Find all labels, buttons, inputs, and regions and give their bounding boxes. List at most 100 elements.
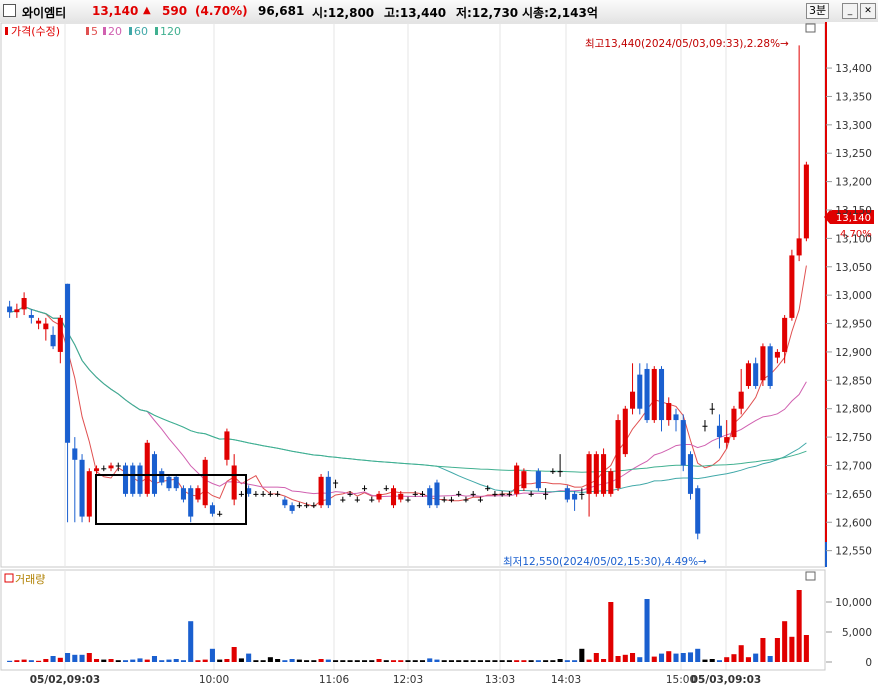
candle-body bbox=[622, 408, 628, 455]
candle-body bbox=[637, 374, 643, 409]
volume-bar bbox=[514, 660, 520, 662]
volume-value: 96,681 bbox=[258, 4, 305, 18]
close-icon[interactable]: ✕ bbox=[860, 3, 876, 19]
volume-bar bbox=[434, 659, 440, 662]
link-checkbox[interactable] bbox=[3, 4, 16, 17]
volume-panel-toggle-icon[interactable] bbox=[805, 571, 816, 581]
candle-body bbox=[477, 499, 483, 501]
price-panel-toggle-icon[interactable] bbox=[805, 23, 816, 33]
volume-bar bbox=[188, 621, 194, 662]
volume-bar bbox=[231, 647, 237, 662]
volume-bar bbox=[521, 660, 527, 662]
candle-body bbox=[296, 505, 302, 507]
volume-bar bbox=[137, 658, 143, 662]
volume-bar bbox=[550, 660, 556, 662]
volume-bar bbox=[796, 590, 802, 662]
candle-body bbox=[774, 351, 780, 358]
candle-body bbox=[137, 465, 143, 494]
candle-body bbox=[28, 315, 34, 318]
x-tick-label: 05/02,09:03 bbox=[30, 674, 100, 686]
volume-bar bbox=[644, 599, 650, 662]
candle-body bbox=[340, 499, 346, 501]
candle-body bbox=[666, 403, 672, 421]
volume-bar bbox=[130, 659, 136, 662]
volume-bar bbox=[43, 659, 49, 662]
volume-bar bbox=[318, 659, 324, 662]
y-tick-label: 13,150 bbox=[835, 205, 872, 217]
candle-body bbox=[434, 482, 440, 506]
volume-bar bbox=[224, 659, 230, 662]
volume-bar bbox=[738, 645, 744, 662]
candle-body bbox=[108, 465, 114, 469]
candle-body bbox=[289, 505, 295, 511]
candle-body bbox=[383, 488, 389, 490]
volume-bar bbox=[122, 660, 129, 662]
price-change-pct: (4.70%) bbox=[195, 4, 248, 18]
high-annotation: 최고13,440(2024/05/03,09:33),2.28%→ bbox=[585, 38, 789, 50]
candle-body bbox=[180, 488, 186, 500]
ma-20-label: 20 bbox=[108, 25, 122, 38]
candle-body bbox=[506, 493, 512, 495]
candle-body bbox=[253, 493, 259, 495]
volume-bar bbox=[238, 658, 244, 662]
selection-box[interactable] bbox=[95, 474, 247, 525]
volume-bar bbox=[666, 651, 672, 662]
candle-body bbox=[173, 476, 179, 489]
volume-bar bbox=[535, 660, 541, 662]
candle-body bbox=[21, 298, 27, 310]
volume-bar bbox=[680, 653, 686, 662]
minimize-icon[interactable]: _ bbox=[842, 3, 858, 19]
volume-bar bbox=[50, 656, 56, 662]
volume-bar bbox=[72, 654, 78, 662]
volume-bar bbox=[21, 659, 27, 662]
volume-bar bbox=[7, 660, 13, 662]
volume-bar bbox=[586, 659, 592, 662]
y-tick-label: 12,550 bbox=[835, 546, 872, 558]
candle-body bbox=[267, 493, 273, 495]
y-tick-label: 13,100 bbox=[835, 233, 872, 245]
volume-bar bbox=[731, 654, 737, 662]
candle-body bbox=[709, 408, 715, 410]
candle-body bbox=[79, 459, 85, 517]
current-price-tag-text: 13,140 bbox=[836, 213, 871, 224]
volume-bar bbox=[94, 659, 100, 662]
x-tick-label: 13:03 bbox=[485, 674, 515, 686]
volume-bar bbox=[362, 660, 368, 662]
volume-bar bbox=[144, 659, 150, 662]
volume-bar bbox=[702, 659, 708, 662]
volume-bar bbox=[260, 660, 266, 662]
y-tick-label: 13,400 bbox=[835, 63, 872, 75]
volume-bar bbox=[369, 660, 375, 662]
candle-body bbox=[731, 408, 737, 438]
current-price: 13,140 bbox=[92, 4, 139, 18]
y-tick-label: 12,850 bbox=[835, 375, 872, 387]
chart-area: 13,140 4.70% 가격(수정) 5 20 60 120 최고13,440… bbox=[0, 22, 878, 690]
volume-bar bbox=[209, 648, 215, 662]
price-legend-label: 가격(수정) bbox=[11, 25, 60, 38]
volume-bar bbox=[622, 654, 628, 662]
candle-body bbox=[724, 437, 730, 443]
candle-body bbox=[195, 488, 201, 500]
candle-body bbox=[362, 488, 368, 490]
volume-bar bbox=[528, 660, 534, 662]
y-tick-label: 13,300 bbox=[835, 120, 872, 132]
candle-body bbox=[65, 283, 71, 443]
volume-bar bbox=[499, 660, 505, 662]
candle-body bbox=[716, 425, 722, 438]
volume-bar bbox=[180, 660, 186, 662]
title-bar: 와이엠티 13,140 ▲ 590 (4.70%) 96,681 시:12,80… bbox=[0, 0, 878, 23]
candle-body bbox=[564, 488, 570, 500]
volume-bar bbox=[543, 660, 549, 662]
x-tick-label: 05/03,09:03 bbox=[691, 674, 761, 686]
period-selector[interactable]: 3분 bbox=[806, 3, 830, 19]
candle-body bbox=[14, 309, 20, 313]
candle-body bbox=[470, 493, 476, 495]
y-tick-label: 12,600 bbox=[835, 517, 872, 529]
volume-bar bbox=[492, 660, 498, 662]
candle-body bbox=[325, 476, 331, 506]
candle-body bbox=[318, 476, 324, 506]
candle-body bbox=[528, 493, 534, 495]
candle-body bbox=[57, 317, 63, 352]
volume-bar bbox=[398, 660, 404, 662]
